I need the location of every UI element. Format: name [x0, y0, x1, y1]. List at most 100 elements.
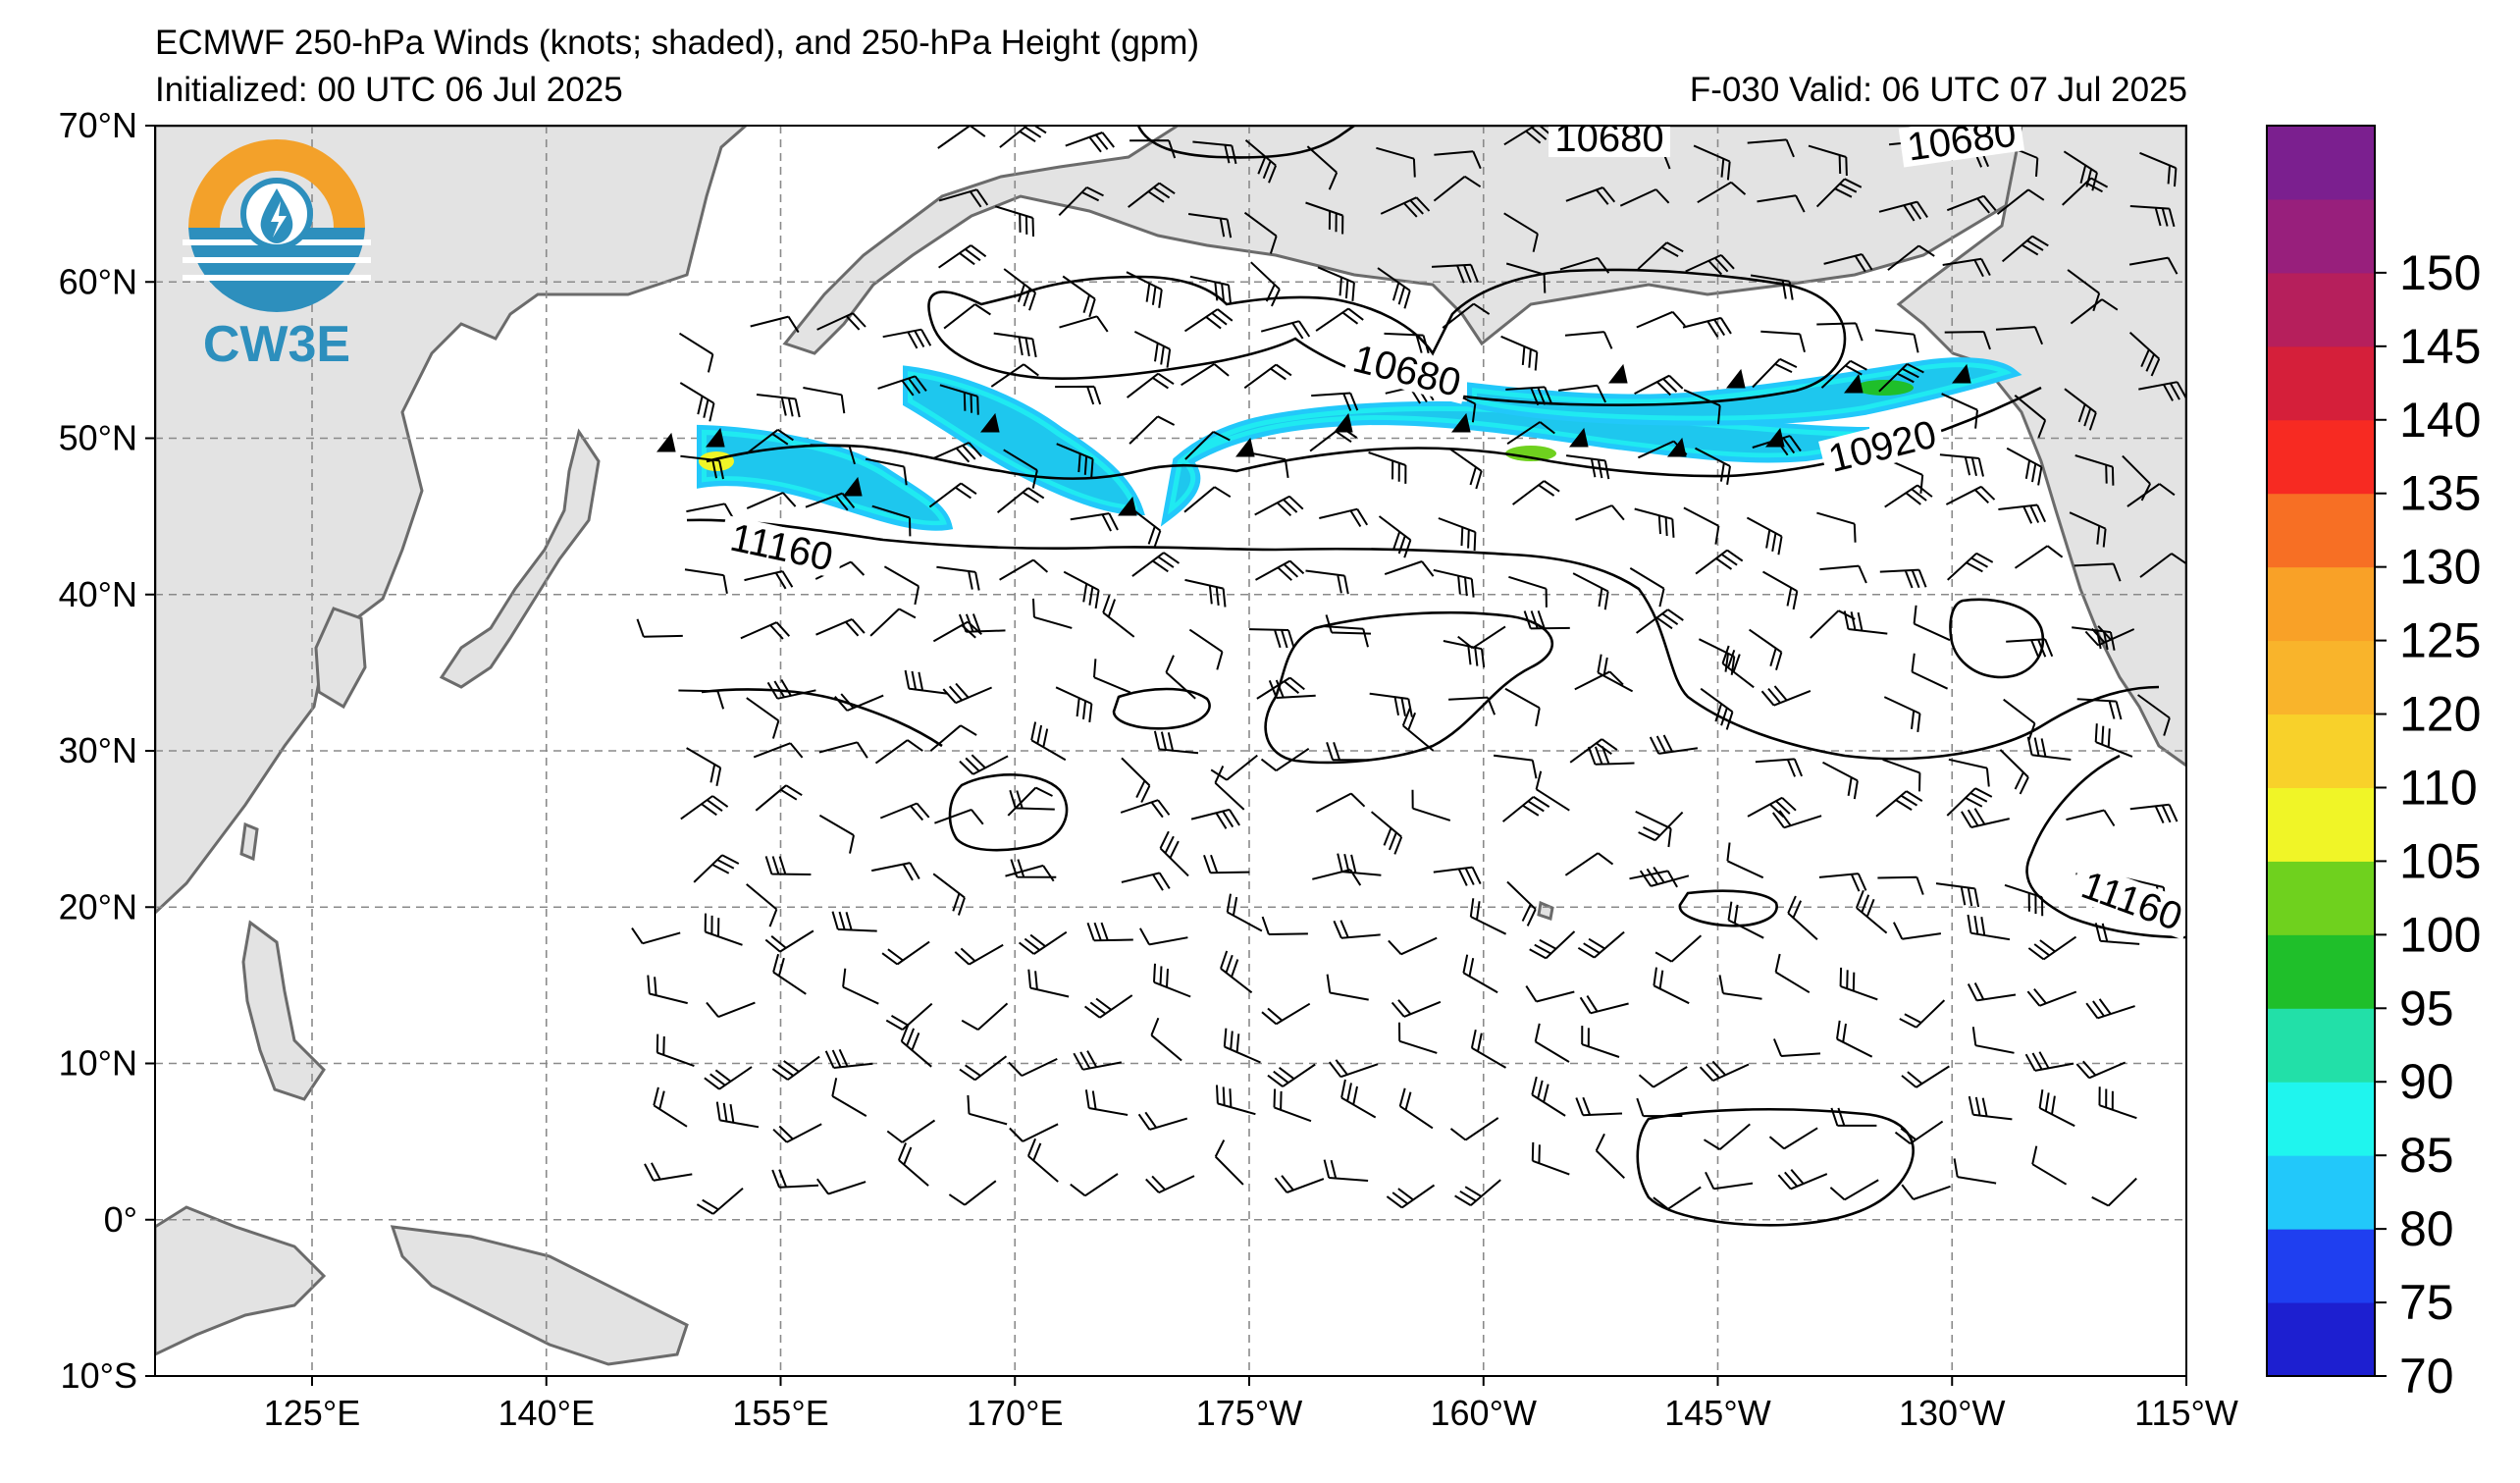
wind-barb	[647, 975, 688, 1005]
cw3e-logo: CW3E	[183, 139, 371, 373]
wind-barb	[2074, 454, 2115, 486]
wind-pennant	[1764, 427, 1785, 448]
wind-barb	[1634, 374, 1684, 397]
wind-barb	[653, 1086, 688, 1128]
wind-barb	[1007, 786, 1053, 817]
contour-equatorial	[1636, 1107, 1915, 1227]
wind-barb	[1535, 770, 1570, 812]
new-guinea-land	[390, 1225, 689, 1366]
wind-barb	[1254, 495, 1304, 517]
wind-barb	[1062, 275, 1096, 318]
colorbar-tick-label: 135	[2399, 466, 2481, 521]
wind-barb	[756, 394, 801, 418]
wind-barb	[1901, 1184, 1951, 1200]
wind-barb	[1699, 1060, 1750, 1083]
longitude-labels: 125°E 140°E 155°E 170°E 175°W 160°W 145°W 130°W…	[264, 1376, 2238, 1433]
wind-barb	[954, 943, 1004, 966]
wind-pennant	[1450, 412, 1471, 433]
wind-barb	[1839, 967, 1878, 1001]
wind-barb	[2024, 1051, 2074, 1072]
wind-barb	[958, 613, 1006, 633]
wind-barb	[1654, 934, 1703, 963]
wind-barb	[1188, 628, 1224, 670]
wind-barb	[815, 1178, 866, 1195]
wind-barb	[932, 442, 982, 463]
wind-barb	[1565, 454, 1610, 480]
wind-barb	[693, 854, 740, 883]
wind-barb	[990, 363, 1039, 388]
longitude-label: 160°W	[1431, 1393, 1537, 1433]
wind-barb	[1747, 138, 1795, 158]
wind-barb	[1752, 357, 1798, 389]
wind-barb	[1939, 453, 1984, 477]
wind-barb	[1470, 1029, 1507, 1069]
wind-barb	[831, 1078, 867, 1117]
wind-barb	[1306, 145, 1339, 190]
wind-barb	[1121, 872, 1171, 891]
wind-barb	[1388, 936, 1438, 956]
wind-barb	[1137, 1111, 1188, 1131]
colorbar-tick-label: 110	[2399, 760, 2478, 815]
colorbar-tick-label: 140	[2399, 393, 2481, 448]
wind-barb	[1055, 686, 1093, 723]
colorbar-frame	[2266, 125, 2376, 1377]
wind-barb	[1315, 307, 1364, 332]
wind-barb	[746, 697, 780, 739]
wind-barb	[1747, 796, 1797, 819]
wind-barb	[1501, 796, 1550, 822]
valid-time: F-030 Valid: 06 UTC 07 Jul 2025	[1689, 71, 2187, 109]
colorbar-tick-label: 70	[2399, 1349, 2454, 1404]
wind-barb	[1523, 609, 1570, 630]
wind-barb	[1787, 895, 1818, 940]
wind-barb	[1181, 363, 1230, 387]
wind-pennant	[1666, 437, 1687, 457]
wind-barb	[1899, 999, 1946, 1029]
initialized-time: Initialized: 00 UTC 06 Jul 2025	[155, 71, 623, 109]
wind-barb	[1504, 687, 1541, 727]
wind-barb	[1261, 916, 1308, 935]
wind-barb	[680, 795, 729, 821]
colorbar-segment	[2267, 787, 2375, 862]
wind-barb	[1998, 503, 2047, 524]
wind-barb	[1243, 363, 1292, 390]
wind-barb	[1268, 679, 1316, 699]
wind-barb	[1638, 811, 1684, 842]
wind-barb	[803, 387, 846, 414]
wind-barb	[1448, 696, 1496, 715]
wind-barb	[1260, 320, 1311, 340]
longitude-label: 130°W	[1899, 1393, 2005, 1433]
wind-barb	[1967, 982, 2017, 1002]
wind-barb	[2003, 698, 2036, 742]
wind-barb	[678, 332, 714, 373]
contour-label-bg	[1342, 336, 1471, 404]
wind-barb	[1695, 447, 1731, 485]
wind-barb	[1727, 901, 1764, 939]
wind-barb	[1493, 754, 1538, 779]
latitude-label: 10°N	[59, 1043, 137, 1084]
philippines-land	[241, 920, 326, 1101]
wind-barb	[1325, 614, 1372, 635]
wind-barb	[1030, 721, 1067, 762]
wind-pennant	[1607, 363, 1628, 384]
wind-barb	[1683, 389, 1721, 425]
jet-max-central	[1505, 446, 1556, 461]
wind-barb	[1774, 953, 1811, 994]
wind-barb	[1757, 194, 1806, 213]
wind-barb	[746, 492, 797, 509]
wind-barb	[1010, 859, 1057, 878]
colorbar-tick-label: 145	[2399, 319, 2481, 374]
wind-barb	[1311, 392, 1359, 411]
wind-barb	[934, 808, 984, 825]
wind-barb	[1971, 1027, 2015, 1054]
wind-barb	[816, 312, 866, 331]
wind-barb	[1065, 132, 1115, 153]
wind-barb	[1968, 1095, 2013, 1121]
wind-barb	[1319, 507, 1369, 528]
wind-barb	[1639, 866, 1690, 887]
wind-barb	[1634, 507, 1675, 538]
wind-barb	[929, 724, 977, 752]
wind-barb	[696, 1187, 744, 1215]
wind-barb	[1026, 1138, 1059, 1183]
wind-barb	[1882, 758, 1921, 792]
